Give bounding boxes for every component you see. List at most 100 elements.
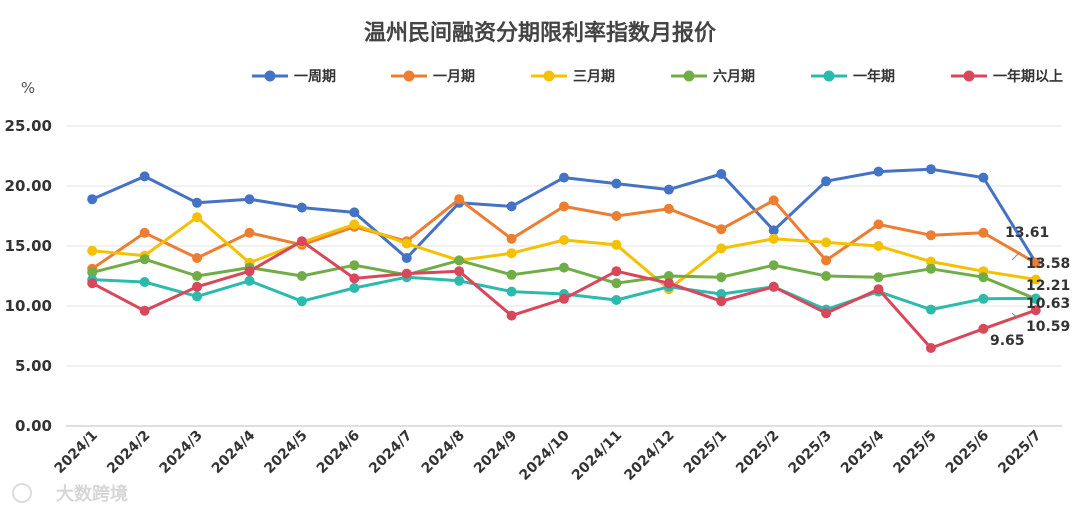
legend-marker — [823, 70, 835, 82]
data-point — [821, 308, 832, 319]
x-tick-label: 2024/1 — [52, 428, 101, 477]
data-point — [925, 164, 936, 175]
data-point — [873, 241, 884, 251]
data-point — [663, 278, 674, 289]
data-point — [454, 266, 465, 277]
data-point — [401, 268, 412, 279]
data-point — [296, 271, 307, 281]
watermark-logo-icon — [12, 483, 32, 503]
data-point — [873, 166, 884, 177]
data-point — [925, 230, 936, 241]
legend-marker — [403, 70, 415, 82]
data-point — [139, 277, 150, 287]
x-tick-label: 2024/8 — [419, 428, 468, 477]
y-tick-label: 20.00 — [5, 177, 52, 195]
y-tick-label: 15.00 — [5, 237, 52, 255]
y-tick-label: 5.00 — [15, 357, 52, 375]
legend: 一周期 一月期 三月期 六月期 一年期 一年期以上 — [252, 68, 1063, 85]
data-point — [716, 272, 727, 283]
chart-title: 温州民间融资分期限利率指数月报价 — [364, 20, 717, 46]
legend-label: 一月期 — [433, 69, 475, 85]
data-point — [768, 281, 779, 292]
data-point — [716, 169, 727, 179]
data-point — [244, 275, 255, 286]
data-point — [611, 211, 622, 221]
y-axis-unit: % — [21, 79, 35, 97]
series-1 — [87, 164, 1041, 268]
data-point — [978, 272, 989, 283]
x-tick-label: 2025/4 — [838, 427, 888, 477]
y-tick-label: 10.00 — [5, 297, 52, 315]
x-tick-label: 2025/6 — [943, 428, 992, 477]
x-tick-label: 2025/3 — [786, 428, 835, 477]
x-tick-label: 2024/7 — [366, 428, 415, 477]
data-point — [1030, 274, 1041, 285]
data-point — [611, 295, 622, 305]
data-point — [611, 278, 622, 289]
grid-lines — [66, 125, 1062, 427]
data-point — [506, 269, 517, 280]
data-point — [244, 266, 255, 277]
data-point — [506, 201, 517, 212]
data-point — [506, 233, 517, 244]
data-point — [821, 271, 832, 281]
data-point — [716, 243, 727, 254]
data-point — [192, 271, 203, 281]
series-5 — [87, 272, 1041, 315]
end-value-label: 13.61 — [1005, 225, 1049, 241]
data-point — [296, 202, 307, 213]
data-point — [296, 296, 307, 307]
data-point — [821, 176, 832, 187]
data-point — [821, 255, 832, 266]
legend-label: 一年期 — [853, 68, 895, 85]
data-point — [559, 201, 569, 212]
data-point — [873, 272, 884, 283]
data-point — [506, 248, 517, 259]
series-6 — [87, 236, 1041, 353]
data-point — [925, 263, 936, 274]
data-point — [663, 184, 674, 195]
data-point — [244, 194, 255, 205]
data-point — [716, 224, 727, 235]
data-point — [139, 171, 150, 182]
x-tick-label: 2025/5 — [890, 428, 939, 477]
data-point — [192, 197, 203, 208]
legend-label: 一周期 — [294, 69, 336, 85]
data-point — [768, 260, 779, 271]
x-axis-ticks: 2024/1 2024/2 2024/3 2024/4 2024/5 2024/6 2024… — [52, 427, 1045, 483]
data-point — [716, 296, 727, 307]
x-tick-label: 2024/2 — [104, 428, 153, 477]
legend-label: 一年期以上 — [993, 68, 1063, 85]
data-point — [873, 284, 884, 295]
series-2 — [87, 194, 1041, 274]
data-point — [978, 293, 989, 304]
end-value-label: 9.65 — [990, 333, 1025, 349]
data-point — [244, 227, 255, 238]
data-point — [87, 194, 98, 205]
data-point — [349, 260, 360, 271]
data-point — [716, 289, 727, 299]
data-point — [611, 266, 622, 277]
data-point — [611, 239, 622, 250]
y-tick-label: 0.00 — [15, 417, 52, 435]
data-point — [1030, 258, 1041, 269]
data-point — [296, 236, 307, 247]
x-tick-label: 2024/3 — [157, 428, 206, 477]
end-value-label: 10.63 — [1026, 296, 1070, 312]
data-point — [559, 235, 569, 245]
end-value-label: 10.59 — [1026, 319, 1070, 335]
data-point — [87, 278, 98, 289]
y-tick-label: 25.00 — [5, 117, 52, 135]
x-tick-label: 2024/9 — [471, 428, 520, 477]
x-tick-label: 2024/11 — [569, 428, 625, 484]
x-tick-label: 2024/12 — [621, 428, 677, 484]
data-point — [978, 227, 989, 238]
data-point — [349, 207, 360, 218]
data-point — [192, 253, 203, 263]
data-point — [454, 255, 465, 266]
series-lines — [87, 164, 1041, 353]
data-point — [349, 273, 360, 284]
legend-marker — [543, 70, 555, 82]
end-label-leader — [1011, 251, 1021, 261]
